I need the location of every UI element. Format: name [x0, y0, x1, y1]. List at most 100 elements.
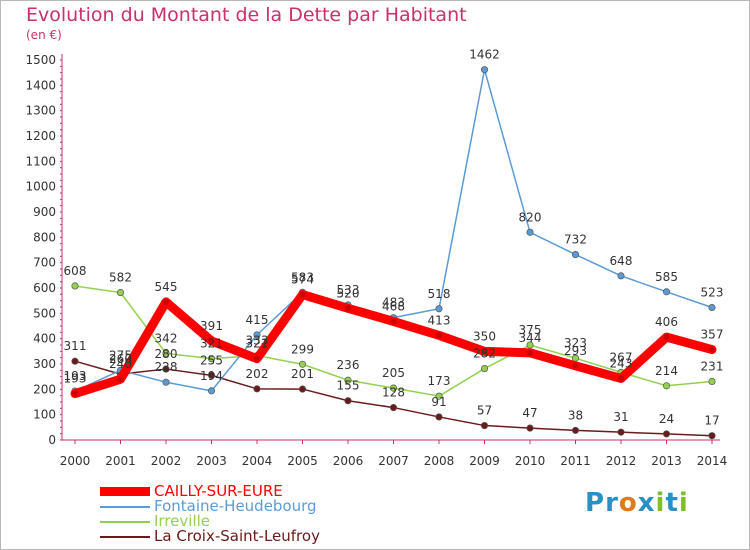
logo-letter: t	[665, 488, 679, 518]
data-point	[662, 288, 671, 296]
data-point	[436, 332, 442, 339]
data-label: 280	[155, 347, 178, 361]
data-point	[208, 337, 215, 344]
data-point	[617, 428, 625, 436]
y-tick-label: 100	[33, 408, 56, 422]
data-label: 357	[701, 328, 724, 342]
data-label: 205	[382, 366, 405, 380]
x-tick-label: 2011	[560, 454, 591, 468]
data-label: 585	[655, 270, 678, 284]
y-tick-label: 0	[48, 433, 56, 447]
data-label: 228	[155, 360, 178, 374]
data-point	[708, 377, 716, 386]
data-point	[298, 360, 307, 368]
data-point	[572, 362, 579, 369]
data-label: 267	[610, 350, 633, 364]
data-point	[663, 334, 670, 341]
logo-letter: x	[637, 488, 656, 518]
x-tick-label: 2010	[515, 454, 546, 468]
data-label: 520	[337, 286, 360, 300]
data-point	[481, 348, 488, 355]
y-tick-label: 300	[33, 357, 56, 371]
data-label: 333	[246, 334, 269, 348]
data-label: 820	[519, 210, 542, 224]
data-point	[207, 355, 216, 363]
logo-letter: o	[618, 488, 638, 518]
data-label: 523	[701, 286, 724, 300]
x-tick-label: 2012	[606, 454, 637, 468]
data-point	[389, 384, 398, 392]
y-tick-label: 1200	[25, 129, 56, 143]
data-label: 323	[564, 336, 587, 350]
data-label: 321	[200, 337, 223, 351]
data-label: 344	[519, 331, 542, 345]
data-point	[254, 355, 260, 362]
data-point	[207, 371, 216, 379]
data-label: 255	[200, 353, 223, 367]
data-point	[298, 385, 307, 393]
data-point	[662, 382, 671, 390]
legend-swatch	[100, 487, 150, 496]
y-tick-label: 1100	[25, 154, 56, 168]
data-label: 375	[519, 323, 542, 337]
x-tick-label: 2000	[60, 454, 91, 468]
data-label: 231	[701, 359, 724, 373]
data-label: 648	[610, 254, 633, 268]
data-point	[480, 422, 489, 430]
data-label: 128	[382, 386, 405, 400]
data-label: 24	[659, 412, 674, 426]
chart-plot: 0 100 200 300 400 500 600 700 800 900 1000 1100 1200…	[25, 48, 728, 468]
legend-label: Irreville	[154, 512, 211, 530]
data-label: 583	[291, 270, 314, 284]
data-label: 260	[109, 352, 132, 366]
data-point	[389, 404, 398, 412]
data-label: 236	[337, 358, 360, 372]
data-point	[617, 272, 625, 280]
data-label: 732	[564, 233, 587, 247]
data-point	[299, 291, 306, 298]
data-label: 350	[473, 329, 496, 343]
data-label: 293	[564, 344, 587, 358]
x-tick-label: 2013	[651, 454, 682, 468]
data-label: 413	[428, 313, 451, 327]
data-label: 545	[155, 280, 178, 294]
legend-swatch	[100, 521, 150, 523]
data-point	[116, 289, 125, 297]
x-tick-label: 2001	[105, 454, 136, 468]
data-point	[618, 375, 624, 382]
y-tick-label: 1300	[25, 104, 56, 118]
data-label: 282	[473, 347, 496, 361]
data-label: 193	[64, 372, 87, 386]
data-label: 275	[109, 348, 132, 362]
data-label: 391	[200, 319, 223, 333]
data-label: 193	[64, 369, 87, 383]
data-point	[117, 376, 124, 383]
x-tick-label: 2003	[196, 454, 227, 468]
logo-letter: i	[655, 488, 666, 518]
data-label: 57	[477, 404, 492, 418]
data-label: 201	[291, 367, 314, 381]
x-tick-label: 2004	[242, 454, 273, 468]
data-point	[162, 365, 170, 373]
data-label: 582	[109, 271, 132, 285]
data-label: 47	[522, 406, 537, 420]
data-point	[72, 390, 78, 397]
y-tick-label: 1400	[25, 78, 56, 92]
legend-label: CAILLY-SUR-EURE	[154, 482, 283, 500]
y-tick-label: 700	[33, 256, 56, 270]
data-label: 173	[428, 374, 451, 388]
data-point	[662, 430, 671, 438]
data-point	[253, 331, 261, 339]
x-tick-label: 2014	[697, 454, 728, 468]
data-label: 406	[655, 315, 678, 329]
data-point	[526, 228, 534, 236]
y-tick-label: 200	[33, 382, 56, 396]
data-point	[435, 413, 443, 421]
logo-letter: P	[585, 488, 606, 518]
legend-swatch	[100, 506, 150, 508]
data-label: 574	[291, 273, 314, 287]
data-point	[571, 426, 580, 434]
x-tick-label: 2006	[333, 454, 364, 468]
x-tick-label: 2002	[151, 454, 182, 468]
y-tick-label: 1000	[25, 180, 56, 194]
